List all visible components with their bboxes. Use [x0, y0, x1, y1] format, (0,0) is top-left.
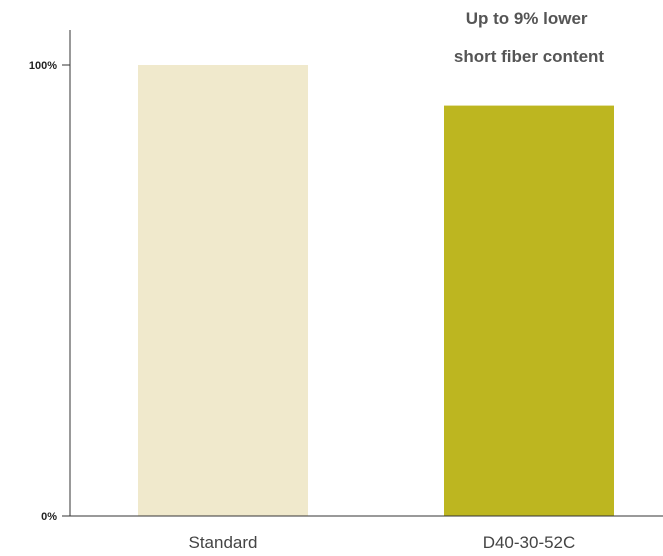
axes-group [62, 30, 663, 517]
x-category-label-0: Standard [189, 533, 258, 552]
y-tick-label-0: 0% [41, 511, 57, 523]
bar-0 [138, 65, 308, 516]
x-category-label-1: D40-30-52C [483, 533, 576, 552]
y-ticks-group: 0% 100% [29, 60, 70, 523]
bar-1 [444, 105, 614, 516]
y-tick-label-1: 100% [29, 60, 57, 72]
annotation-line-1: Up to 9% lower [466, 9, 588, 28]
bars-group [138, 65, 614, 516]
annotation-line-2: short fiber content [454, 47, 605, 66]
chart-annotation: Up to 9% lower short fiber content [454, 9, 605, 66]
x-labels-group: Standard D40-30-52C [189, 533, 576, 552]
